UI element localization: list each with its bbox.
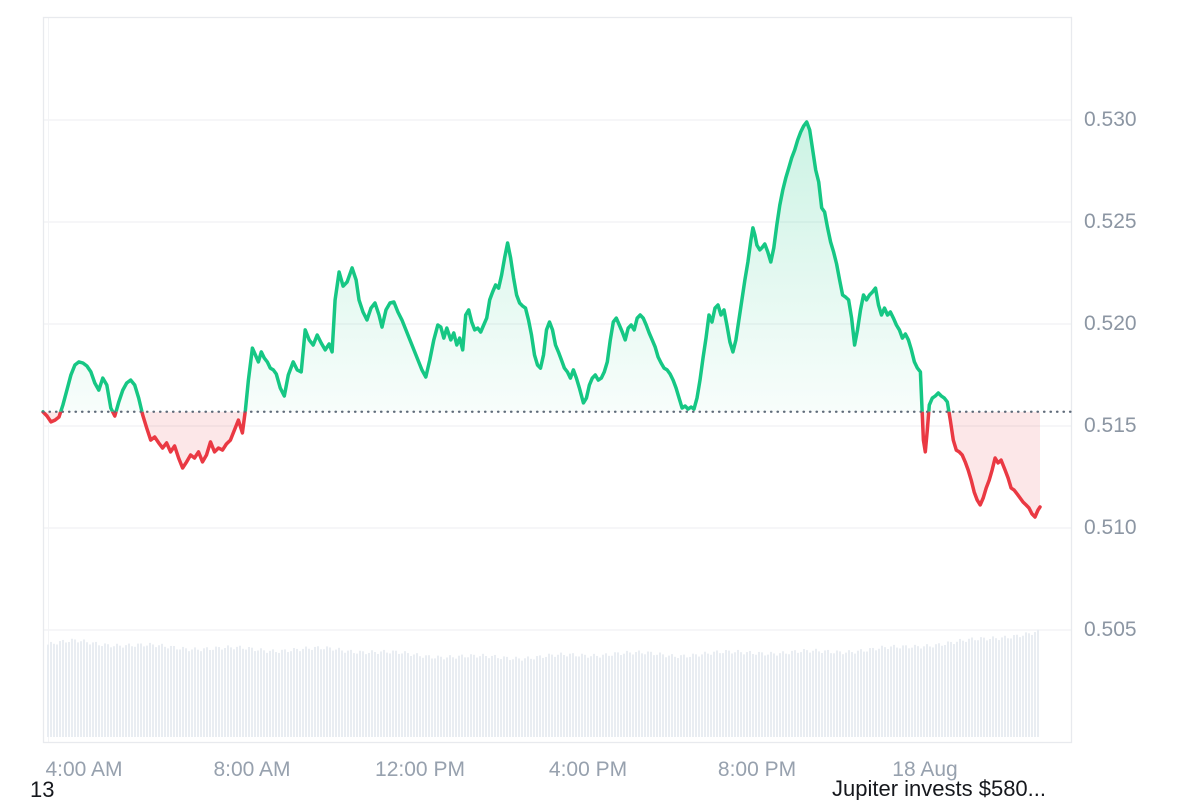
gridlines (43, 17, 1072, 743)
price-line-up (41, 120, 1040, 412)
x-axis-tick-label: 8:00 AM (213, 758, 291, 781)
news-headline[interactable]: Jupiter invests $580... (832, 776, 1047, 800)
news-marker-left[interactable]: 13 (30, 777, 55, 800)
chart-frame (42, 16, 1073, 744)
volume-bars (47, 629, 1039, 737)
x-axis-tick-label: 12:00 PM (375, 758, 465, 781)
x-axis-tick-label: 18 Aug (892, 758, 958, 781)
y-axis-tick-label: 0.530 (1084, 108, 1137, 131)
y-axis-tick-label: 0.515 (1084, 414, 1137, 437)
y-axis-tick-label: 0.525 (1084, 210, 1137, 233)
x-axis-tick-label: 4:00 PM (548, 758, 628, 781)
price-line-down (41, 411, 1042, 519)
x-axis-tick-label: 4:00 AM (45, 758, 123, 781)
y-axis-tick-label: 0.520 (1084, 312, 1137, 335)
y-axis-tick-label: 0.505 (1084, 618, 1137, 641)
x-axis-tick-label: 8:00 PM (717, 758, 797, 781)
y-axis-tick-label: 0.510 (1084, 516, 1137, 539)
